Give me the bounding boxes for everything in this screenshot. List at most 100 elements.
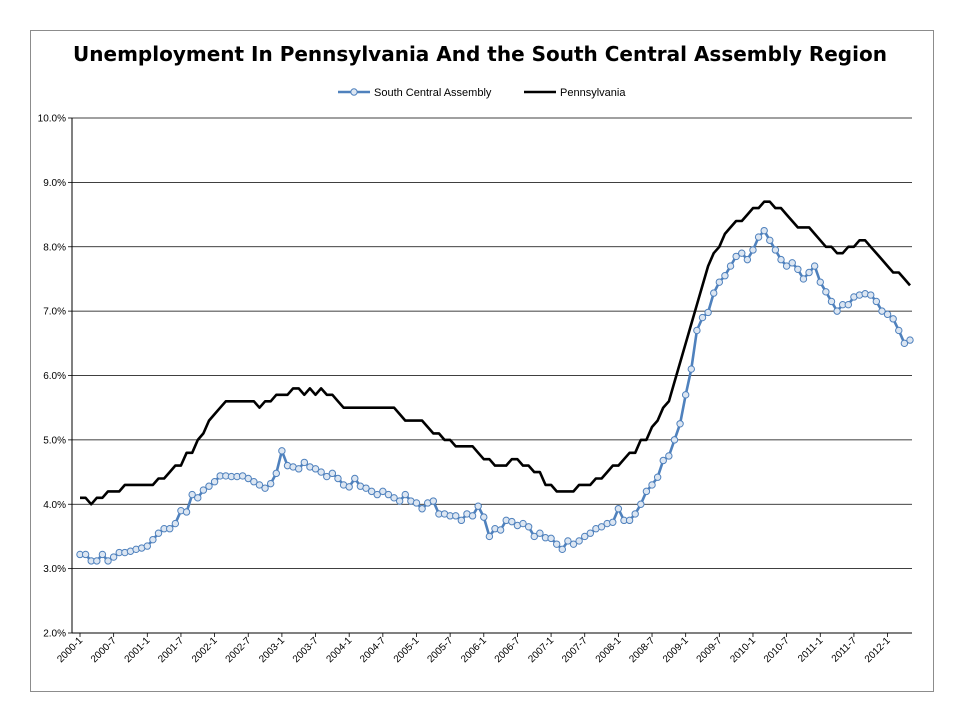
data-point (81, 550, 90, 559)
x-tick-label: 2000-1 (55, 635, 85, 665)
data-point (760, 226, 768, 235)
x-tick-label: 2002-1 (190, 635, 220, 665)
data-point (749, 246, 757, 254)
x-tick-label: 2000-7 (89, 635, 119, 665)
legend-marker (350, 88, 358, 96)
y-axis-ticks: 2.0% 3.0% 4.0% 5.0% 6.0% 7.0% 8.0% 9.0% 10.0% (38, 114, 72, 640)
data-point (833, 307, 841, 315)
data-point (390, 494, 398, 502)
data-point (771, 246, 780, 254)
x-tick-label: 2005-7 (425, 635, 455, 665)
y-tick-label: 10.0% (38, 114, 66, 125)
data-point (867, 291, 875, 299)
data-point (609, 518, 617, 526)
data-point (452, 512, 460, 520)
data-point (614, 505, 623, 513)
data-point (637, 500, 645, 508)
data-point (794, 265, 802, 273)
data-point (485, 532, 494, 541)
data-point (625, 516, 634, 525)
data-point (665, 452, 673, 460)
x-tick-label: 2011-1 (796, 635, 826, 665)
data-point (272, 469, 280, 478)
data-point (844, 300, 853, 309)
data-point (143, 542, 151, 550)
data-point (536, 529, 544, 537)
x-tick-label: 2008-7 (627, 635, 657, 665)
data-point (575, 537, 583, 545)
data-point (653, 473, 662, 481)
data-point (194, 494, 202, 502)
data-point (373, 490, 381, 499)
legend: South Central Assembly Pennsylvania (338, 87, 626, 99)
data-point (109, 553, 118, 561)
data-point (395, 497, 404, 505)
data-point (266, 479, 275, 488)
x-tick-label: 2005-1 (392, 635, 422, 665)
data-point (182, 508, 191, 516)
x-tick-label: 2001-1 (123, 635, 153, 665)
data-point (311, 465, 320, 473)
y-tick-label: 5.0% (43, 435, 66, 446)
data-point (379, 487, 387, 496)
data-point (250, 478, 258, 486)
data-point (827, 297, 836, 306)
x-tick-label: 2009-7 (695, 635, 725, 665)
data-point (210, 478, 219, 486)
data-point (418, 505, 426, 513)
x-tick-label: 2003-1 (257, 635, 287, 665)
data-point (255, 481, 264, 489)
data-point (547, 534, 555, 543)
data-point (104, 557, 112, 565)
y-tick-label: 2.0% (43, 629, 66, 640)
data-point (681, 391, 690, 399)
data-point (900, 339, 909, 348)
x-tick-label: 2012-1 (863, 635, 893, 665)
data-point (704, 308, 712, 317)
data-point (149, 535, 157, 544)
data-point (732, 252, 740, 261)
data-point (199, 486, 208, 494)
data-point (188, 490, 196, 499)
data-point (300, 458, 309, 467)
data-point (508, 517, 516, 526)
data-point (906, 336, 914, 344)
data-point (362, 484, 370, 492)
data-point (872, 297, 881, 306)
data-point (698, 313, 707, 322)
x-tick-label: 2007-1 (526, 635, 556, 665)
data-point (670, 436, 679, 444)
legend-label: Pennsylvania (560, 87, 626, 99)
data-point (788, 259, 796, 267)
data-point (586, 529, 595, 537)
legend-label: South Central Assembly (374, 87, 492, 99)
data-point (367, 487, 376, 496)
data-point (205, 482, 213, 490)
x-tick-label: 2001-7 (156, 635, 186, 665)
series-line-south-central-assembly (80, 229, 911, 563)
data-point (496, 526, 505, 534)
y-tick-label: 8.0% (43, 242, 66, 253)
data-point (895, 326, 903, 335)
data-point (457, 516, 466, 525)
y-tick-label: 6.0% (43, 371, 66, 382)
data-point (351, 474, 359, 483)
data-point (323, 472, 331, 481)
x-axis-ticks: 2000-1 2000-7 2001-1 2001-7 2002-1 2002-7 2003… (55, 633, 893, 665)
data-point (384, 490, 393, 499)
data-point (295, 465, 303, 473)
data-point (726, 262, 735, 270)
y-tick-label: 4.0% (43, 500, 66, 511)
x-tick-label: 2006-1 (459, 635, 489, 665)
data-point (261, 484, 269, 492)
data-point (715, 278, 724, 286)
data-point (777, 255, 785, 264)
chart-title: Unemployment In Pennsylvania And the Sou… (73, 42, 887, 66)
data-point (171, 519, 180, 528)
data-point (581, 532, 589, 541)
data-point (642, 487, 651, 496)
data-point (710, 289, 718, 297)
x-tick-label: 2002-7 (224, 635, 254, 665)
data-point (721, 272, 729, 280)
